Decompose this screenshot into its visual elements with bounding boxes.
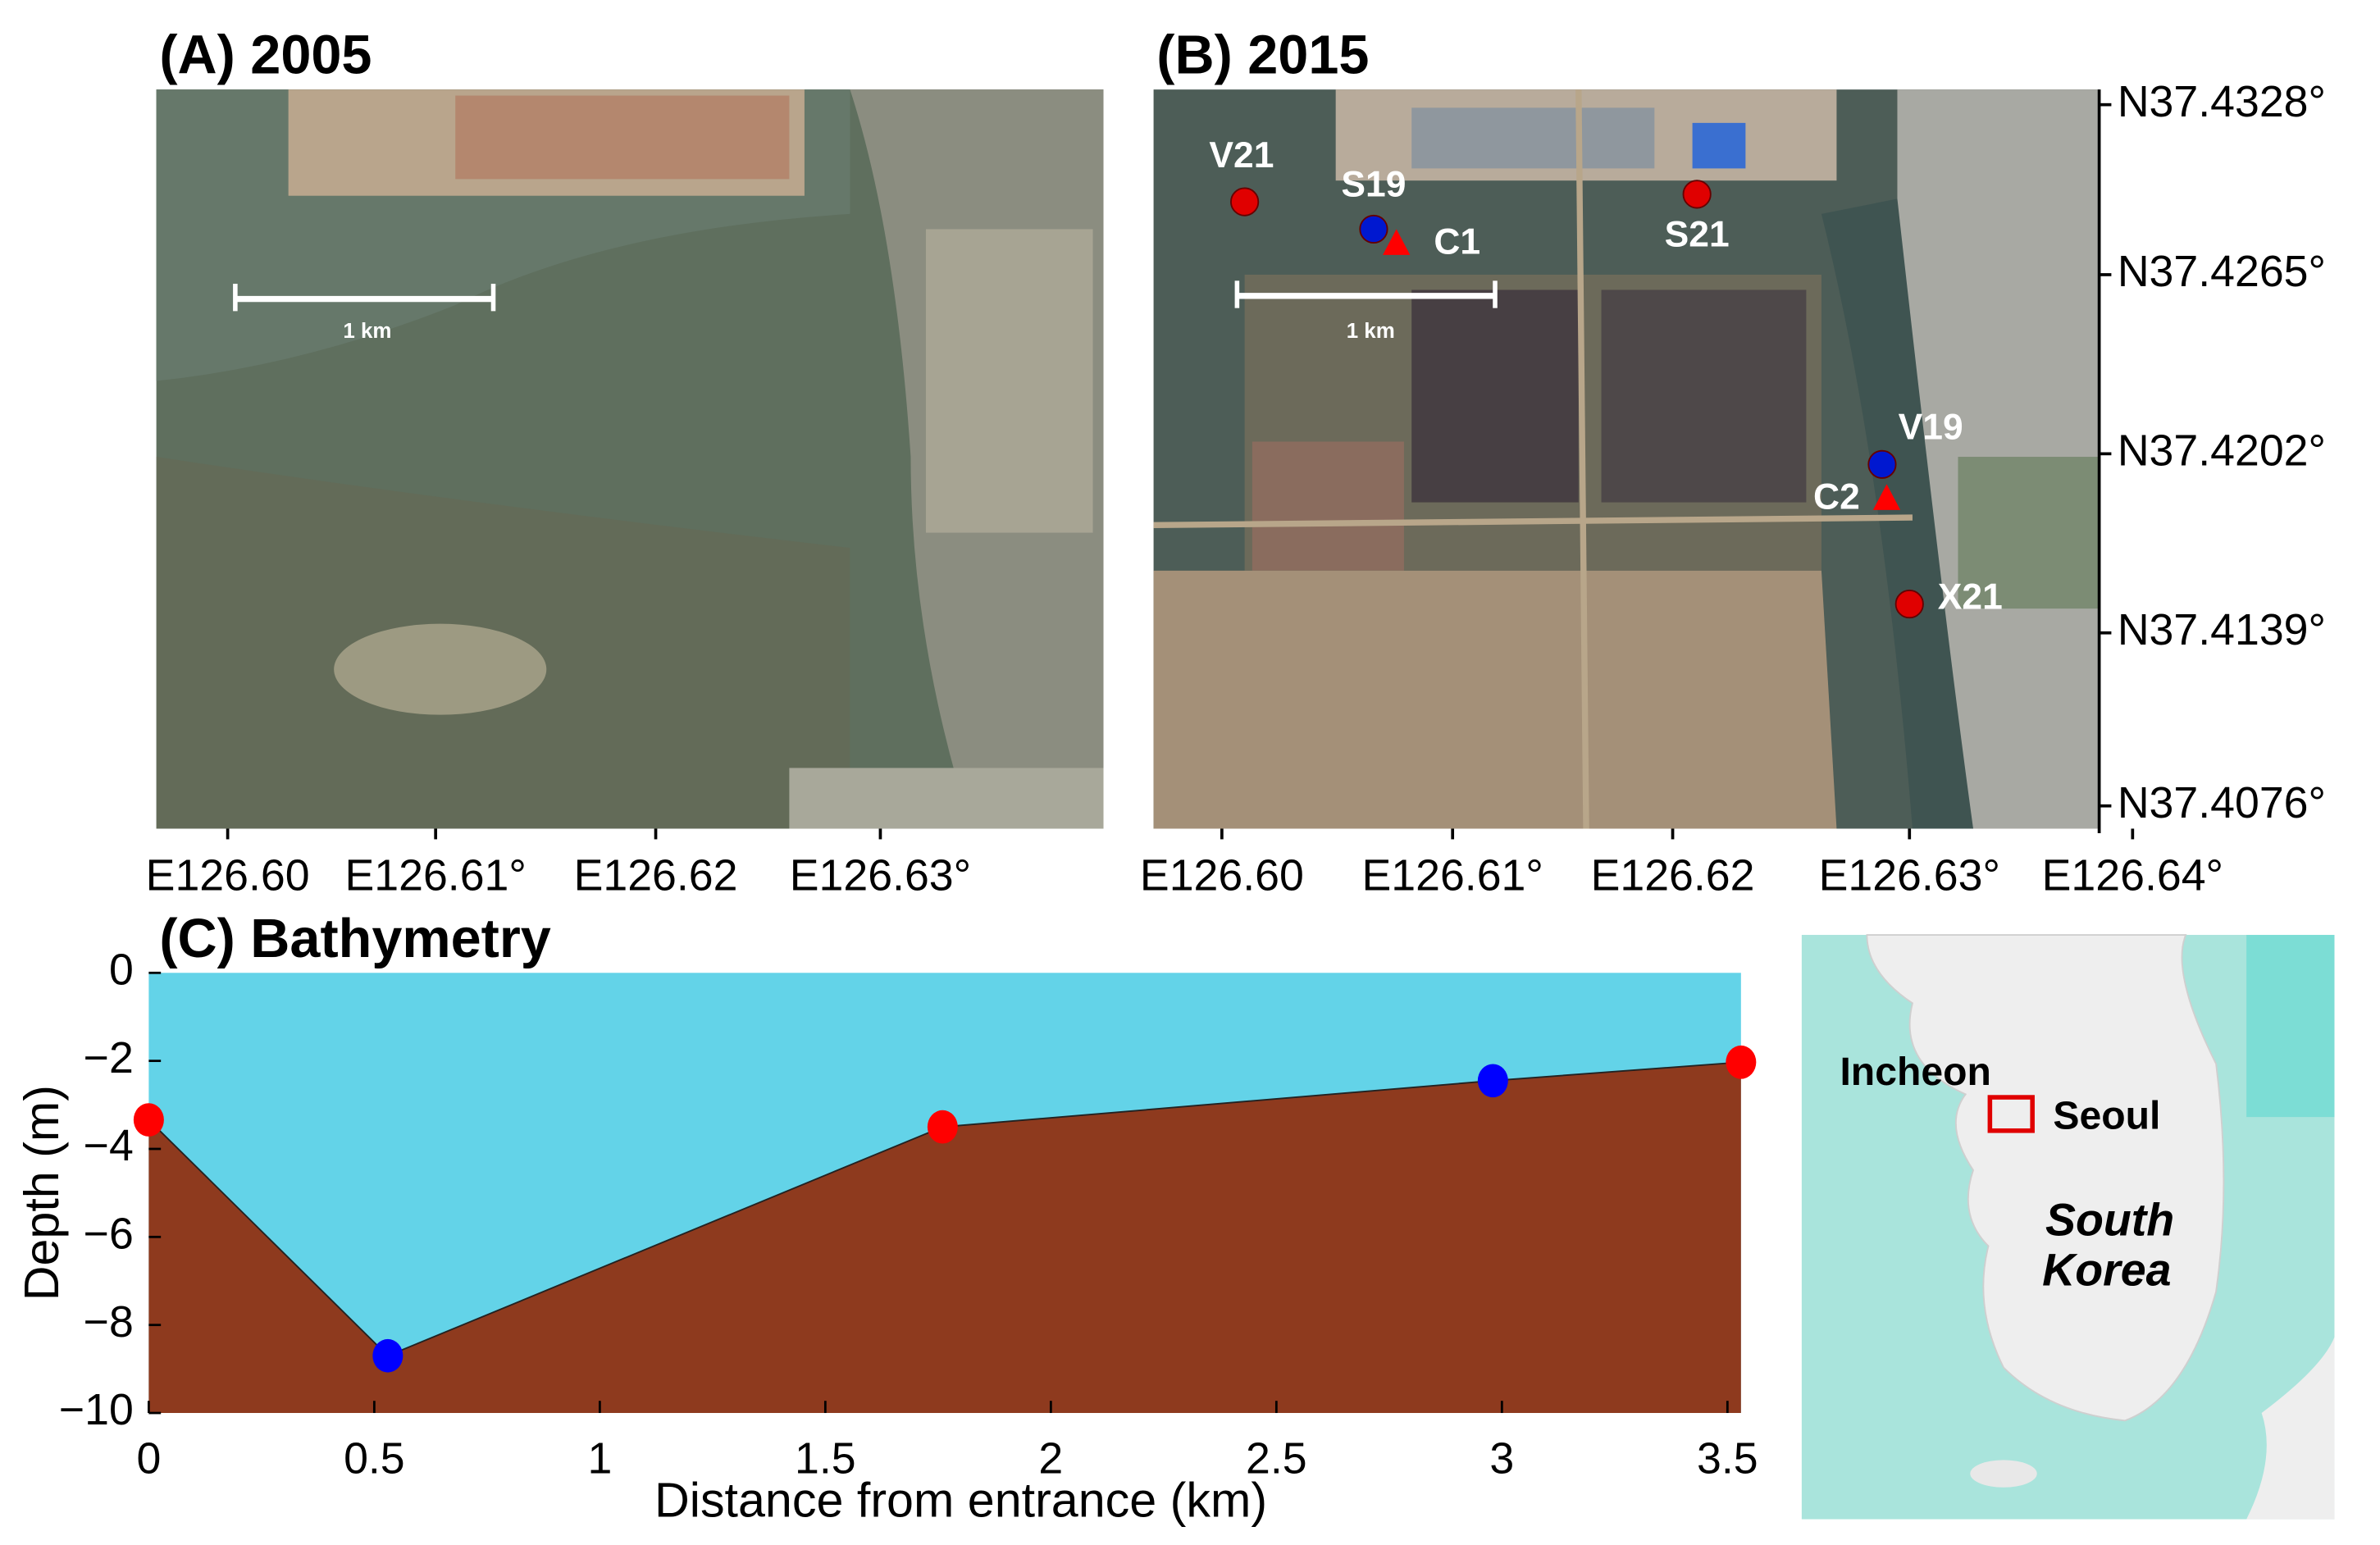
y-tick-label: −10 xyxy=(59,1385,134,1434)
satellite-2005 xyxy=(156,89,1104,829)
x-tick-label: 1 xyxy=(587,1433,612,1483)
satellite-2015 xyxy=(1153,89,2100,829)
y-tick-label: −2 xyxy=(84,1033,134,1082)
x-tick-label: 3.5 xyxy=(1697,1433,1758,1483)
map-label: South xyxy=(2045,1194,2174,1245)
y-tick-label: −4 xyxy=(84,1121,134,1170)
x-tick-label: E126.60 xyxy=(146,851,310,900)
seabed-area xyxy=(148,1062,1741,1414)
station-point xyxy=(927,1110,958,1144)
station-point xyxy=(1477,1064,1508,1098)
y-axis-label: Depth (m) xyxy=(14,1085,69,1301)
y-tick-label: N37.4139° xyxy=(2118,605,2326,654)
station-point xyxy=(133,1103,164,1137)
x-tick-label: E126.62 xyxy=(574,851,738,900)
station-marker xyxy=(1867,449,1897,479)
inset-map xyxy=(1801,934,2335,1520)
y-tick-label: −6 xyxy=(84,1210,134,1259)
scale-label: 1 km xyxy=(343,320,391,343)
x-tick-label: E126.64° xyxy=(2042,851,2223,900)
station-label: V21 xyxy=(1209,135,1274,175)
station-label: S21 xyxy=(1665,214,1730,254)
map-label: Seoul xyxy=(2053,1094,2160,1138)
station-label: V19 xyxy=(1899,407,1963,447)
station-marker xyxy=(1383,229,1411,255)
station-label: X21 xyxy=(1938,577,2003,618)
x-tick-label: 1.5 xyxy=(795,1433,856,1483)
y-tick-label: N37.4328° xyxy=(2118,77,2326,126)
x-tick-label: E126.61° xyxy=(1362,851,1543,900)
station-label: S19 xyxy=(1341,164,1406,204)
y-tick-label: N37.4076° xyxy=(2118,778,2326,827)
x-tick-label: E126.63° xyxy=(790,851,971,900)
station-marker xyxy=(1359,214,1388,244)
station-marker xyxy=(1894,589,1924,619)
y-tick-label: N37.4202° xyxy=(2118,426,2326,476)
x-tick-label: E126.63° xyxy=(1819,851,2000,900)
x-tick-label: E126.62 xyxy=(1591,851,1755,900)
station-point xyxy=(372,1338,404,1373)
station-label: C2 xyxy=(1813,477,1860,517)
y-tick-label: 0 xyxy=(109,945,134,994)
station-point xyxy=(1726,1045,1757,1079)
station-marker xyxy=(1682,180,1712,209)
x-tick-label: 0.5 xyxy=(344,1433,405,1483)
chart-title: (C) Bathymetry xyxy=(159,909,550,969)
x-axis-label: Distance from entrance (km) xyxy=(654,1473,1267,1528)
station-marker xyxy=(1230,187,1260,216)
y-tick-label: −8 xyxy=(84,1297,134,1347)
x-tick-label: 2.5 xyxy=(1246,1433,1307,1483)
x-tick-label: E126.60 xyxy=(1140,851,1304,900)
x-tick-label: 3 xyxy=(1489,1433,1514,1483)
x-tick-label: 0 xyxy=(136,1433,161,1483)
map-label: Korea xyxy=(2042,1244,2171,1295)
scale-label: 1 km xyxy=(1347,320,1395,343)
x-tick-label: 2 xyxy=(1038,1433,1063,1483)
y-tick-label: N37.4265° xyxy=(2118,247,2326,296)
panel-title: (A) 2005 xyxy=(159,25,372,86)
x-tick-label: E126.61° xyxy=(344,851,526,900)
panel-title: (B) 2015 xyxy=(1156,25,1369,86)
station-marker xyxy=(1872,484,1901,510)
map-label: Incheon xyxy=(1840,1050,1990,1094)
station-label: C1 xyxy=(1434,222,1480,262)
